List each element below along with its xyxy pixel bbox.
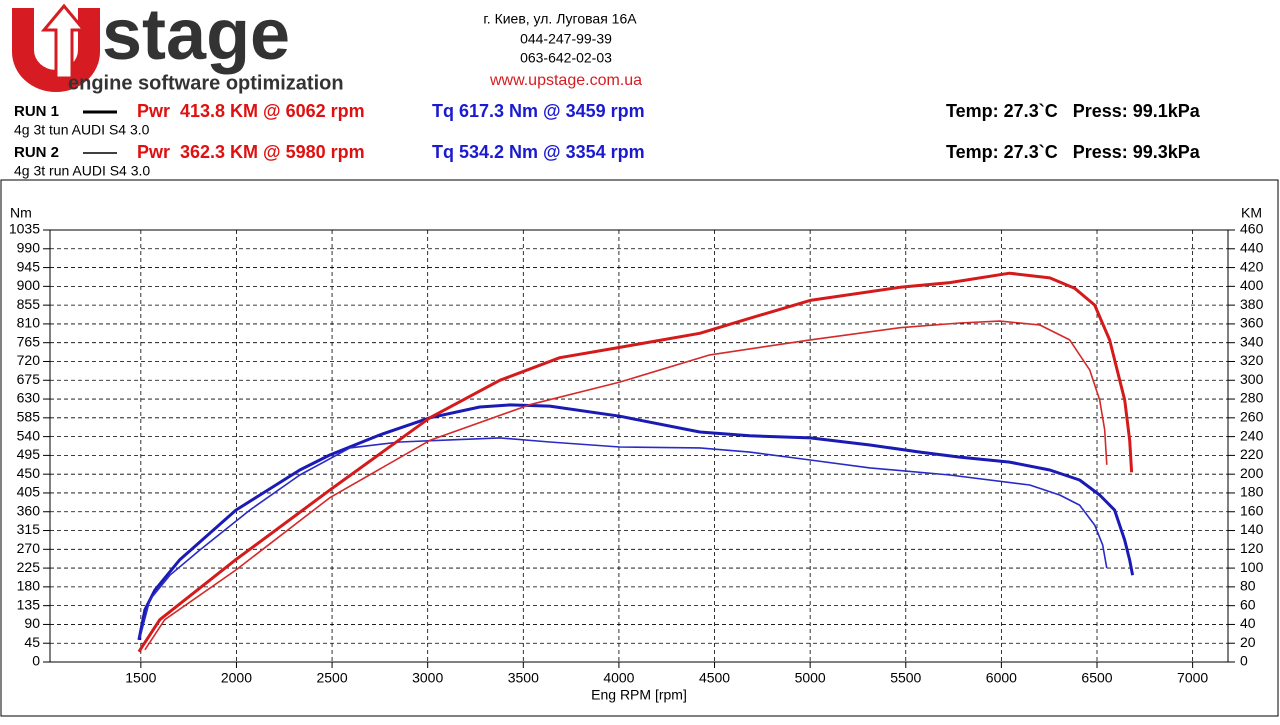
y-tick-label: 720	[17, 352, 41, 368]
address-line: г. Киев, ул. Луговая 16А	[483, 11, 637, 27]
y2-tick-label: 360	[1240, 315, 1264, 331]
chart-frame	[0, 179, 1279, 717]
x-tick-label: 1500	[125, 670, 156, 686]
y-tick-label: 945	[17, 258, 41, 274]
y-axis-label: Nm	[10, 205, 32, 221]
run-torque: Tq 617.3 Nm @ 3459 rpm	[432, 101, 645, 121]
y2-tick-label: 40	[1240, 615, 1256, 631]
y2-tick-label: 460	[1240, 221, 1264, 237]
y2-tick-label: 120	[1240, 540, 1264, 556]
y2-tick-label: 380	[1240, 296, 1264, 312]
y-tick-label: 900	[17, 277, 41, 293]
y2-axis-label: KM	[1241, 205, 1262, 221]
y-tick-label: 270	[17, 540, 41, 556]
curve	[137, 271, 1134, 653]
logo-text: stage	[102, 0, 290, 75]
y2-tick-label: 80	[1240, 578, 1256, 594]
y2-tick-label: 340	[1240, 333, 1264, 349]
y-tick-label: 45	[24, 634, 40, 650]
y2-tick-label: 420	[1240, 258, 1264, 274]
x-tick-label: 6000	[986, 670, 1017, 686]
run-power: Pwr 362.3 KM @ 5980 rpm	[137, 142, 365, 162]
y-tick-label: 450	[17, 465, 41, 481]
run-conditions: Temp: 27.3`C Press: 99.3kPa	[946, 142, 1201, 162]
y-tick-label: 495	[17, 446, 41, 462]
y2-tick-label: 400	[1240, 277, 1264, 293]
curve	[137, 403, 1135, 641]
x-tick-label: 4500	[699, 670, 730, 686]
x-tick-label: 4000	[603, 670, 634, 686]
curve	[144, 320, 1108, 651]
y-tick-label: 360	[17, 502, 41, 518]
y2-tick-label: 20	[1240, 634, 1256, 650]
logo: U stage engine software optimization	[12, 0, 344, 94]
x-tick-label: 3500	[508, 670, 539, 686]
y-tick-label: 315	[17, 521, 41, 537]
y-tick-label: 1035	[9, 221, 40, 237]
y2-tick-label: 280	[1240, 390, 1264, 406]
x-tick-label: 5500	[890, 670, 921, 686]
run-conditions: Temp: 27.3`C Press: 99.1kPa	[946, 101, 1201, 121]
website: www.upstage.com.ua	[489, 72, 642, 89]
y-tick-label: 585	[17, 409, 41, 425]
y-tick-label: 765	[17, 333, 41, 349]
y-tick-label: 855	[17, 296, 41, 312]
address-line: 044-247-99-39	[520, 31, 612, 47]
y2-tick-label: 0	[1240, 653, 1248, 669]
y2-tick-label: 240	[1240, 427, 1264, 443]
curve	[139, 437, 1108, 639]
y-tick-label: 135	[17, 596, 41, 612]
x-tick-label: 2500	[316, 670, 347, 686]
x-tick-label: 3000	[412, 670, 443, 686]
y2-tick-label: 200	[1240, 465, 1264, 481]
x-tick-label: 2000	[221, 670, 252, 686]
y2-tick-label: 260	[1240, 409, 1264, 425]
run-description: 4g 3t tun AUDI S4 3.0	[14, 122, 150, 138]
y2-tick-label: 100	[1240, 559, 1264, 575]
address-line: 063-642-02-03	[520, 50, 612, 66]
y-tick-label: 540	[17, 427, 41, 443]
y-tick-label: 675	[17, 371, 41, 387]
y2-tick-label: 60	[1240, 596, 1256, 612]
y-tick-label: 0	[32, 653, 40, 669]
run-label: RUN 2	[14, 144, 59, 161]
plot-area	[49, 229, 1229, 663]
y2-tick-label: 320	[1240, 352, 1264, 368]
y2-tick-label: 220	[1240, 446, 1264, 462]
y2-tick-label: 440	[1240, 239, 1264, 255]
run-label: RUN 1	[14, 103, 59, 120]
y-tick-label: 90	[24, 615, 40, 631]
x-tick-label: 5000	[795, 670, 826, 686]
y2-tick-label: 140	[1240, 521, 1264, 537]
x-tick-label: 6500	[1081, 670, 1112, 686]
y-tick-label: 990	[17, 239, 41, 255]
y-tick-label: 810	[17, 315, 41, 331]
tagline: engine software optimization	[68, 72, 344, 94]
run-power: Pwr 413.8 KM @ 6062 rpm	[137, 101, 365, 121]
y2-tick-label: 300	[1240, 371, 1264, 387]
logo-arrow	[40, 3, 88, 80]
run-description: 4g 3t run AUDI S4 3.0	[14, 163, 150, 179]
y-tick-label: 630	[17, 390, 41, 406]
y2-tick-label: 160	[1240, 502, 1264, 518]
y-tick-label: 180	[17, 578, 41, 594]
run-info: RUN 1 Pwr 413.8 KM @ 6062 rpm Tq 617.3 Nm …	[14, 101, 1201, 179]
chart: 0 45 90 135 180 225 270 315 360 405 450 495 540 585 63…	[9, 205, 1264, 703]
y2-tick-label: 180	[1240, 484, 1264, 500]
run-torque: Tq 534.2 Nm @ 3354 rpm	[432, 142, 645, 162]
y-tick-label: 405	[17, 484, 41, 500]
x-tick-label: 7000	[1177, 670, 1208, 686]
x-axis-label: Eng RPM [rpm]	[591, 687, 687, 703]
y-tick-label: 225	[17, 559, 41, 575]
